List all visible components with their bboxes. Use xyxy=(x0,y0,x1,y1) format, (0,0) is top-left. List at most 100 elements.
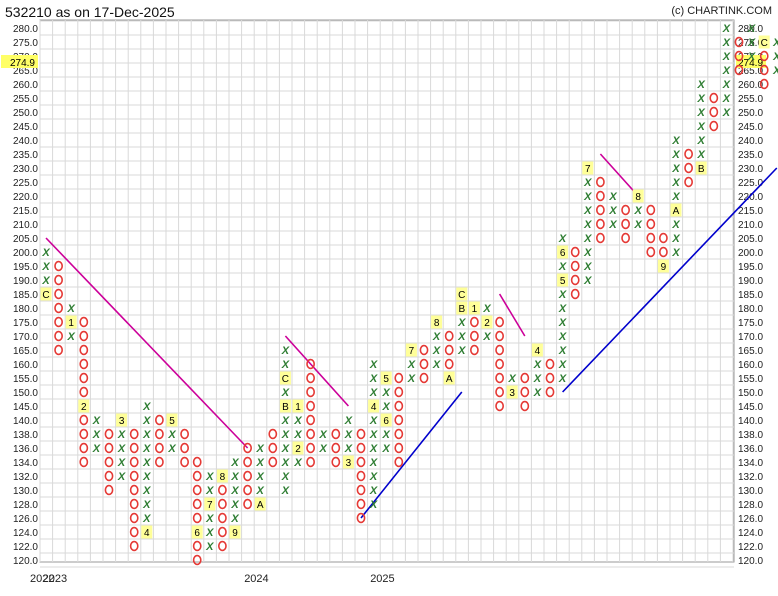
x-mark: X xyxy=(533,359,542,371)
x-mark: X xyxy=(369,429,378,441)
o-mark xyxy=(79,330,89,342)
o-mark xyxy=(570,246,580,258)
y-tick-label-left: 190.0 xyxy=(13,276,38,287)
month-marker-box xyxy=(279,399,291,413)
y-tick-label-left: 124.0 xyxy=(13,528,38,539)
o-mark xyxy=(192,512,202,524)
y-tick-label-left: 180.0 xyxy=(13,304,38,315)
x-mark: X xyxy=(256,443,265,455)
x-mark: X xyxy=(67,331,76,343)
x-mark: X xyxy=(432,345,441,357)
y-tick-label-right: 138.0 xyxy=(738,430,763,441)
o-mark xyxy=(356,442,366,454)
x-axis-label: 2023 xyxy=(43,573,67,585)
x-mark: X xyxy=(142,513,151,525)
y-tick-label-right: 225.0 xyxy=(738,178,763,189)
month-marker-box xyxy=(468,301,480,315)
x-mark: X xyxy=(382,429,391,441)
y-tick-label-right: 126.0 xyxy=(738,514,763,525)
o-mark xyxy=(129,512,139,524)
month-marker: 9 xyxy=(661,262,667,273)
month-marker-box xyxy=(456,287,468,301)
o-mark xyxy=(331,442,341,454)
y-tick-label-right: 200.0 xyxy=(738,248,763,259)
x-mark: X xyxy=(457,317,466,329)
x-mark: X xyxy=(167,443,176,455)
o-mark xyxy=(394,456,404,468)
month-marker: 7 xyxy=(585,164,591,175)
o-mark xyxy=(646,218,656,230)
o-mark xyxy=(419,344,429,356)
o-mark xyxy=(306,414,315,426)
month-marker-box xyxy=(657,259,669,273)
month-marker: 2 xyxy=(484,318,490,329)
month-marker: 5 xyxy=(169,416,175,427)
o-mark xyxy=(596,176,605,188)
x-mark: X xyxy=(117,457,126,469)
y-tick-label-left: 240.0 xyxy=(13,136,38,147)
month-marker-box xyxy=(670,203,682,217)
x-mark: X xyxy=(293,457,302,469)
x-mark: X xyxy=(319,443,328,455)
x-mark: X xyxy=(772,37,778,49)
o-mark xyxy=(180,428,189,440)
trendline-resistance xyxy=(284,335,349,407)
x-mark: X xyxy=(230,485,239,497)
o-mark xyxy=(734,64,744,76)
o-mark xyxy=(306,456,315,468)
x-mark: X xyxy=(142,499,151,511)
y-tick-label-right: 160.0 xyxy=(738,360,763,371)
month-marker-box xyxy=(78,399,90,413)
o-mark xyxy=(306,400,315,412)
x-mark: X xyxy=(558,317,567,329)
y-tick-label-right: 195.0 xyxy=(738,262,763,273)
o-mark xyxy=(243,484,252,496)
o-mark xyxy=(570,288,580,300)
month-marker: 7 xyxy=(207,500,213,511)
y-tick-label-right: 150.0 xyxy=(738,388,763,399)
o-mark xyxy=(356,484,366,496)
x-mark: X xyxy=(558,373,567,385)
y-tick-label-left: 210.0 xyxy=(13,220,38,231)
x-mark: X xyxy=(722,107,731,119)
x-mark: X xyxy=(67,303,76,315)
x-mark: X xyxy=(722,65,731,77)
month-marker-box xyxy=(368,399,380,413)
x-mark: X xyxy=(205,541,214,553)
month-marker: 3 xyxy=(346,458,352,469)
x-axis-label: 2025 xyxy=(370,573,394,585)
o-mark xyxy=(646,232,656,244)
x-mark: X xyxy=(671,247,680,259)
o-mark xyxy=(154,456,164,468)
o-mark xyxy=(192,554,202,566)
o-mark xyxy=(356,428,366,440)
y-tick-label-right: 230.0 xyxy=(738,164,763,175)
o-mark xyxy=(79,456,89,468)
o-mark xyxy=(621,232,630,244)
month-marker: 8 xyxy=(635,192,641,203)
o-mark xyxy=(79,358,89,370)
x-mark: X xyxy=(558,289,567,301)
o-mark xyxy=(734,36,744,48)
o-mark xyxy=(659,232,668,244)
trendline-resistance xyxy=(599,153,639,197)
x-mark: X xyxy=(230,457,239,469)
x-mark: X xyxy=(747,51,756,63)
o-mark xyxy=(545,372,555,384)
o-mark xyxy=(268,456,278,468)
o-mark xyxy=(495,330,504,342)
y-tick-label-right: 215.0 xyxy=(738,206,763,217)
y-tick-label-right: 165.0 xyxy=(738,346,763,357)
month-marker: C xyxy=(458,290,465,301)
x-mark: X xyxy=(230,471,239,483)
month-marker-box xyxy=(557,273,569,287)
o-mark xyxy=(306,428,315,440)
y-tick-label-right: 240.0 xyxy=(738,136,763,147)
o-mark xyxy=(154,428,164,440)
x-mark: X xyxy=(369,485,378,497)
o-mark xyxy=(129,428,139,440)
month-marker: B xyxy=(282,402,289,413)
o-mark xyxy=(709,106,719,118)
o-mark xyxy=(180,456,189,468)
y-tick-label-right: 120.0 xyxy=(738,556,763,567)
